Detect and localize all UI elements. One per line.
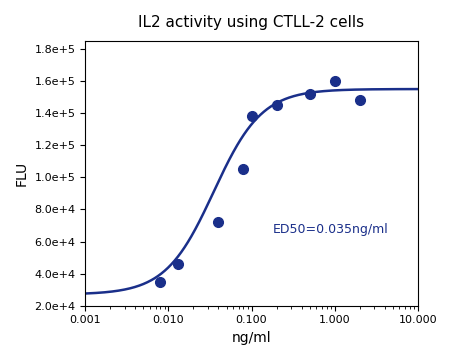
Y-axis label: FLU: FLU — [15, 161, 29, 186]
Point — [355, 98, 363, 103]
Point — [330, 78, 337, 84]
Point — [174, 261, 181, 267]
Point — [239, 166, 247, 172]
Point — [156, 279, 164, 284]
Point — [214, 219, 221, 225]
Point — [272, 102, 280, 108]
X-axis label: ng/ml: ng/ml — [231, 331, 271, 345]
Title: IL2 activity using CTLL-2 cells: IL2 activity using CTLL-2 cells — [138, 15, 364, 30]
Point — [305, 91, 313, 97]
Point — [248, 113, 255, 119]
Text: ED50=0.035ng/ml: ED50=0.035ng/ml — [272, 224, 388, 237]
